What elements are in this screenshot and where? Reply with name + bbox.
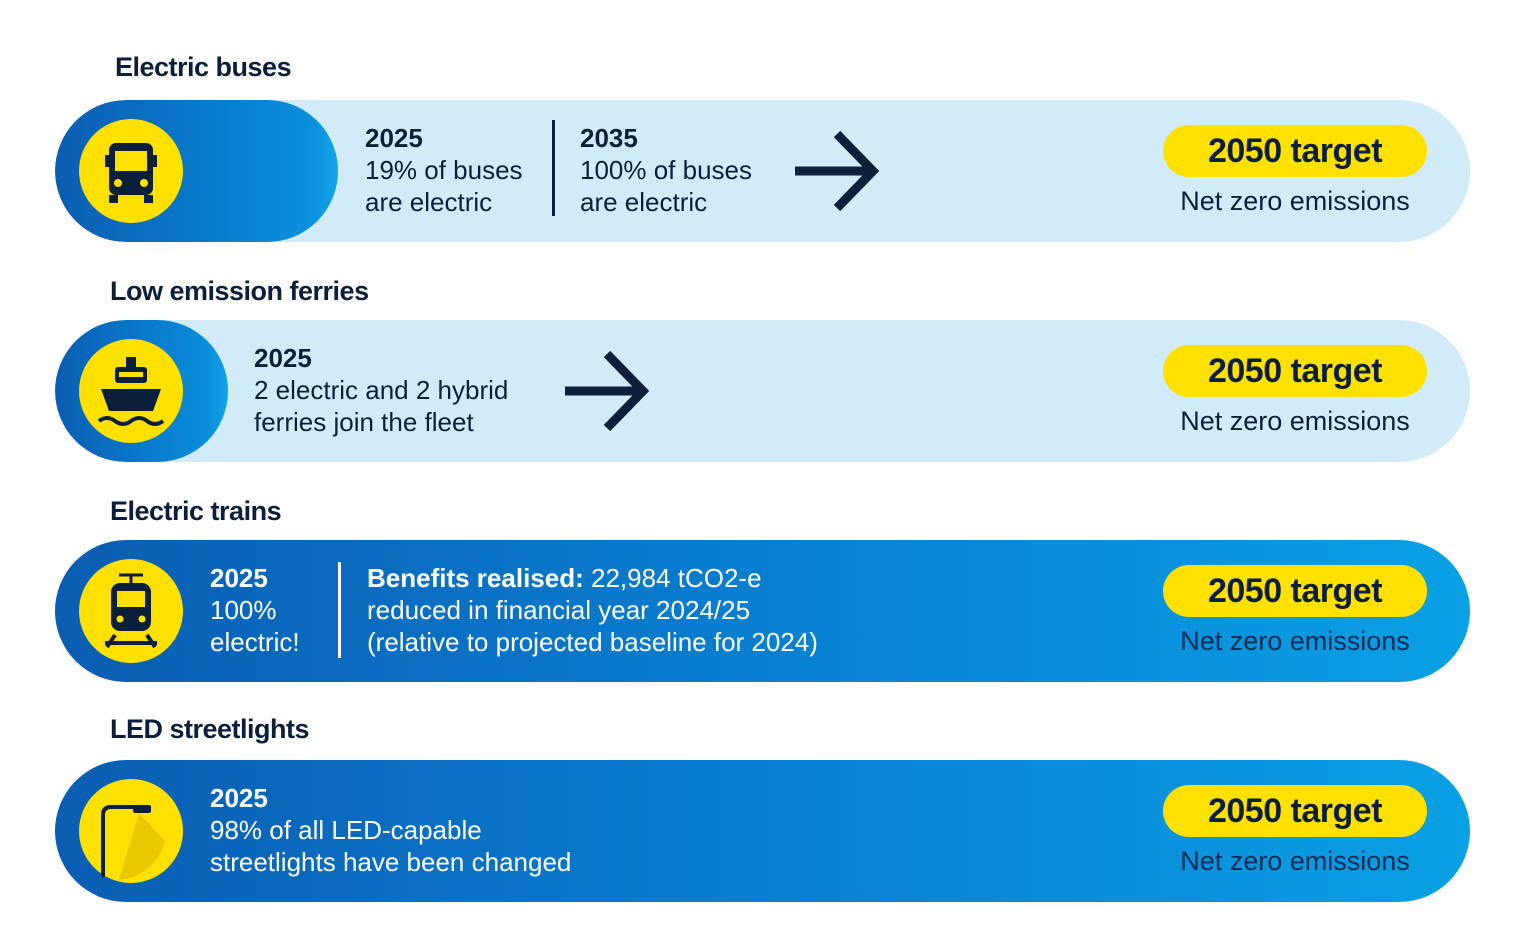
ferry-icon <box>79 339 183 443</box>
stage-text: 98% of all LED-capable <box>210 815 482 845</box>
stage: 2035 100% of buses are electric <box>580 122 752 218</box>
row-pill: 2025 2 electric and 2 hybrid ferries joi… <box>55 320 1470 462</box>
divider <box>338 562 341 658</box>
divider <box>552 120 555 216</box>
streetlight-icon <box>79 779 183 883</box>
arrow <box>565 350 649 432</box>
row-pill: 2025 98% of all LED-capable streetlights… <box>55 760 1470 902</box>
arrow <box>795 130 879 212</box>
stage-year: 2035 <box>580 123 638 153</box>
stage-text: 2 electric and 2 hybrid <box>254 375 509 405</box>
target-badge: 2050 target <box>1163 785 1427 837</box>
stage-label: Benefits realised: <box>367 563 584 593</box>
target-text: Net zero emissions <box>1180 846 1410 876</box>
stage-text: are electric <box>365 187 493 217</box>
row-pill: 2025 19% of buses are electric 2035 100%… <box>55 100 1470 242</box>
row-title: Electric buses <box>115 52 292 82</box>
target-badge: 2050 target <box>1163 565 1427 617</box>
row-pill: 2025 100% electric! Benefits realised: 2… <box>55 540 1470 682</box>
stage-text: reduced in financial year 2024/25 <box>367 595 751 625</box>
stage: 2025 2 electric and 2 hybrid ferries joi… <box>254 342 508 438</box>
stage-text: 22,984 tCO2-e <box>590 563 762 593</box>
stage-text: 100% <box>210 595 277 625</box>
target-badge: 2050 target <box>1163 345 1427 397</box>
train-icon <box>79 559 183 663</box>
target-text: Net zero emissions <box>1180 406 1410 436</box>
stage-year: 2025 <box>254 343 312 373</box>
stage-year: 2025 <box>365 123 423 153</box>
row-title: Electric trains <box>110 496 282 526</box>
target-text: Net zero emissions <box>1180 626 1410 656</box>
stage-text: (relative to projected baseline for 2024… <box>367 627 818 657</box>
stage-text: 19% of buses <box>365 155 523 185</box>
row-title: Low emission ferries <box>110 276 369 306</box>
target-badge: 2050 target <box>1163 125 1427 177</box>
stage-text: 100% of buses <box>580 155 753 185</box>
stage: Benefits realised: 22,984 tCO2-e reduced… <box>367 562 818 658</box>
stage: 2025 98% of all LED-capable streetlights… <box>210 782 571 878</box>
stage-text: are electric <box>580 187 708 217</box>
stage-year: 2025 <box>210 783 268 813</box>
row-title: LED streetlights <box>110 714 310 744</box>
bus-icon <box>79 119 183 223</box>
stage-text: electric! <box>210 627 300 657</box>
stage-year: 2025 <box>210 563 268 593</box>
stage: 2025 100% electric! <box>210 562 300 658</box>
target-text: Net zero emissions <box>1180 186 1410 216</box>
stage: 2025 19% of buses are electric <box>365 122 523 218</box>
stage-text: streetlights have been changed <box>210 847 572 877</box>
stage-text: ferries join the fleet <box>254 407 474 437</box>
